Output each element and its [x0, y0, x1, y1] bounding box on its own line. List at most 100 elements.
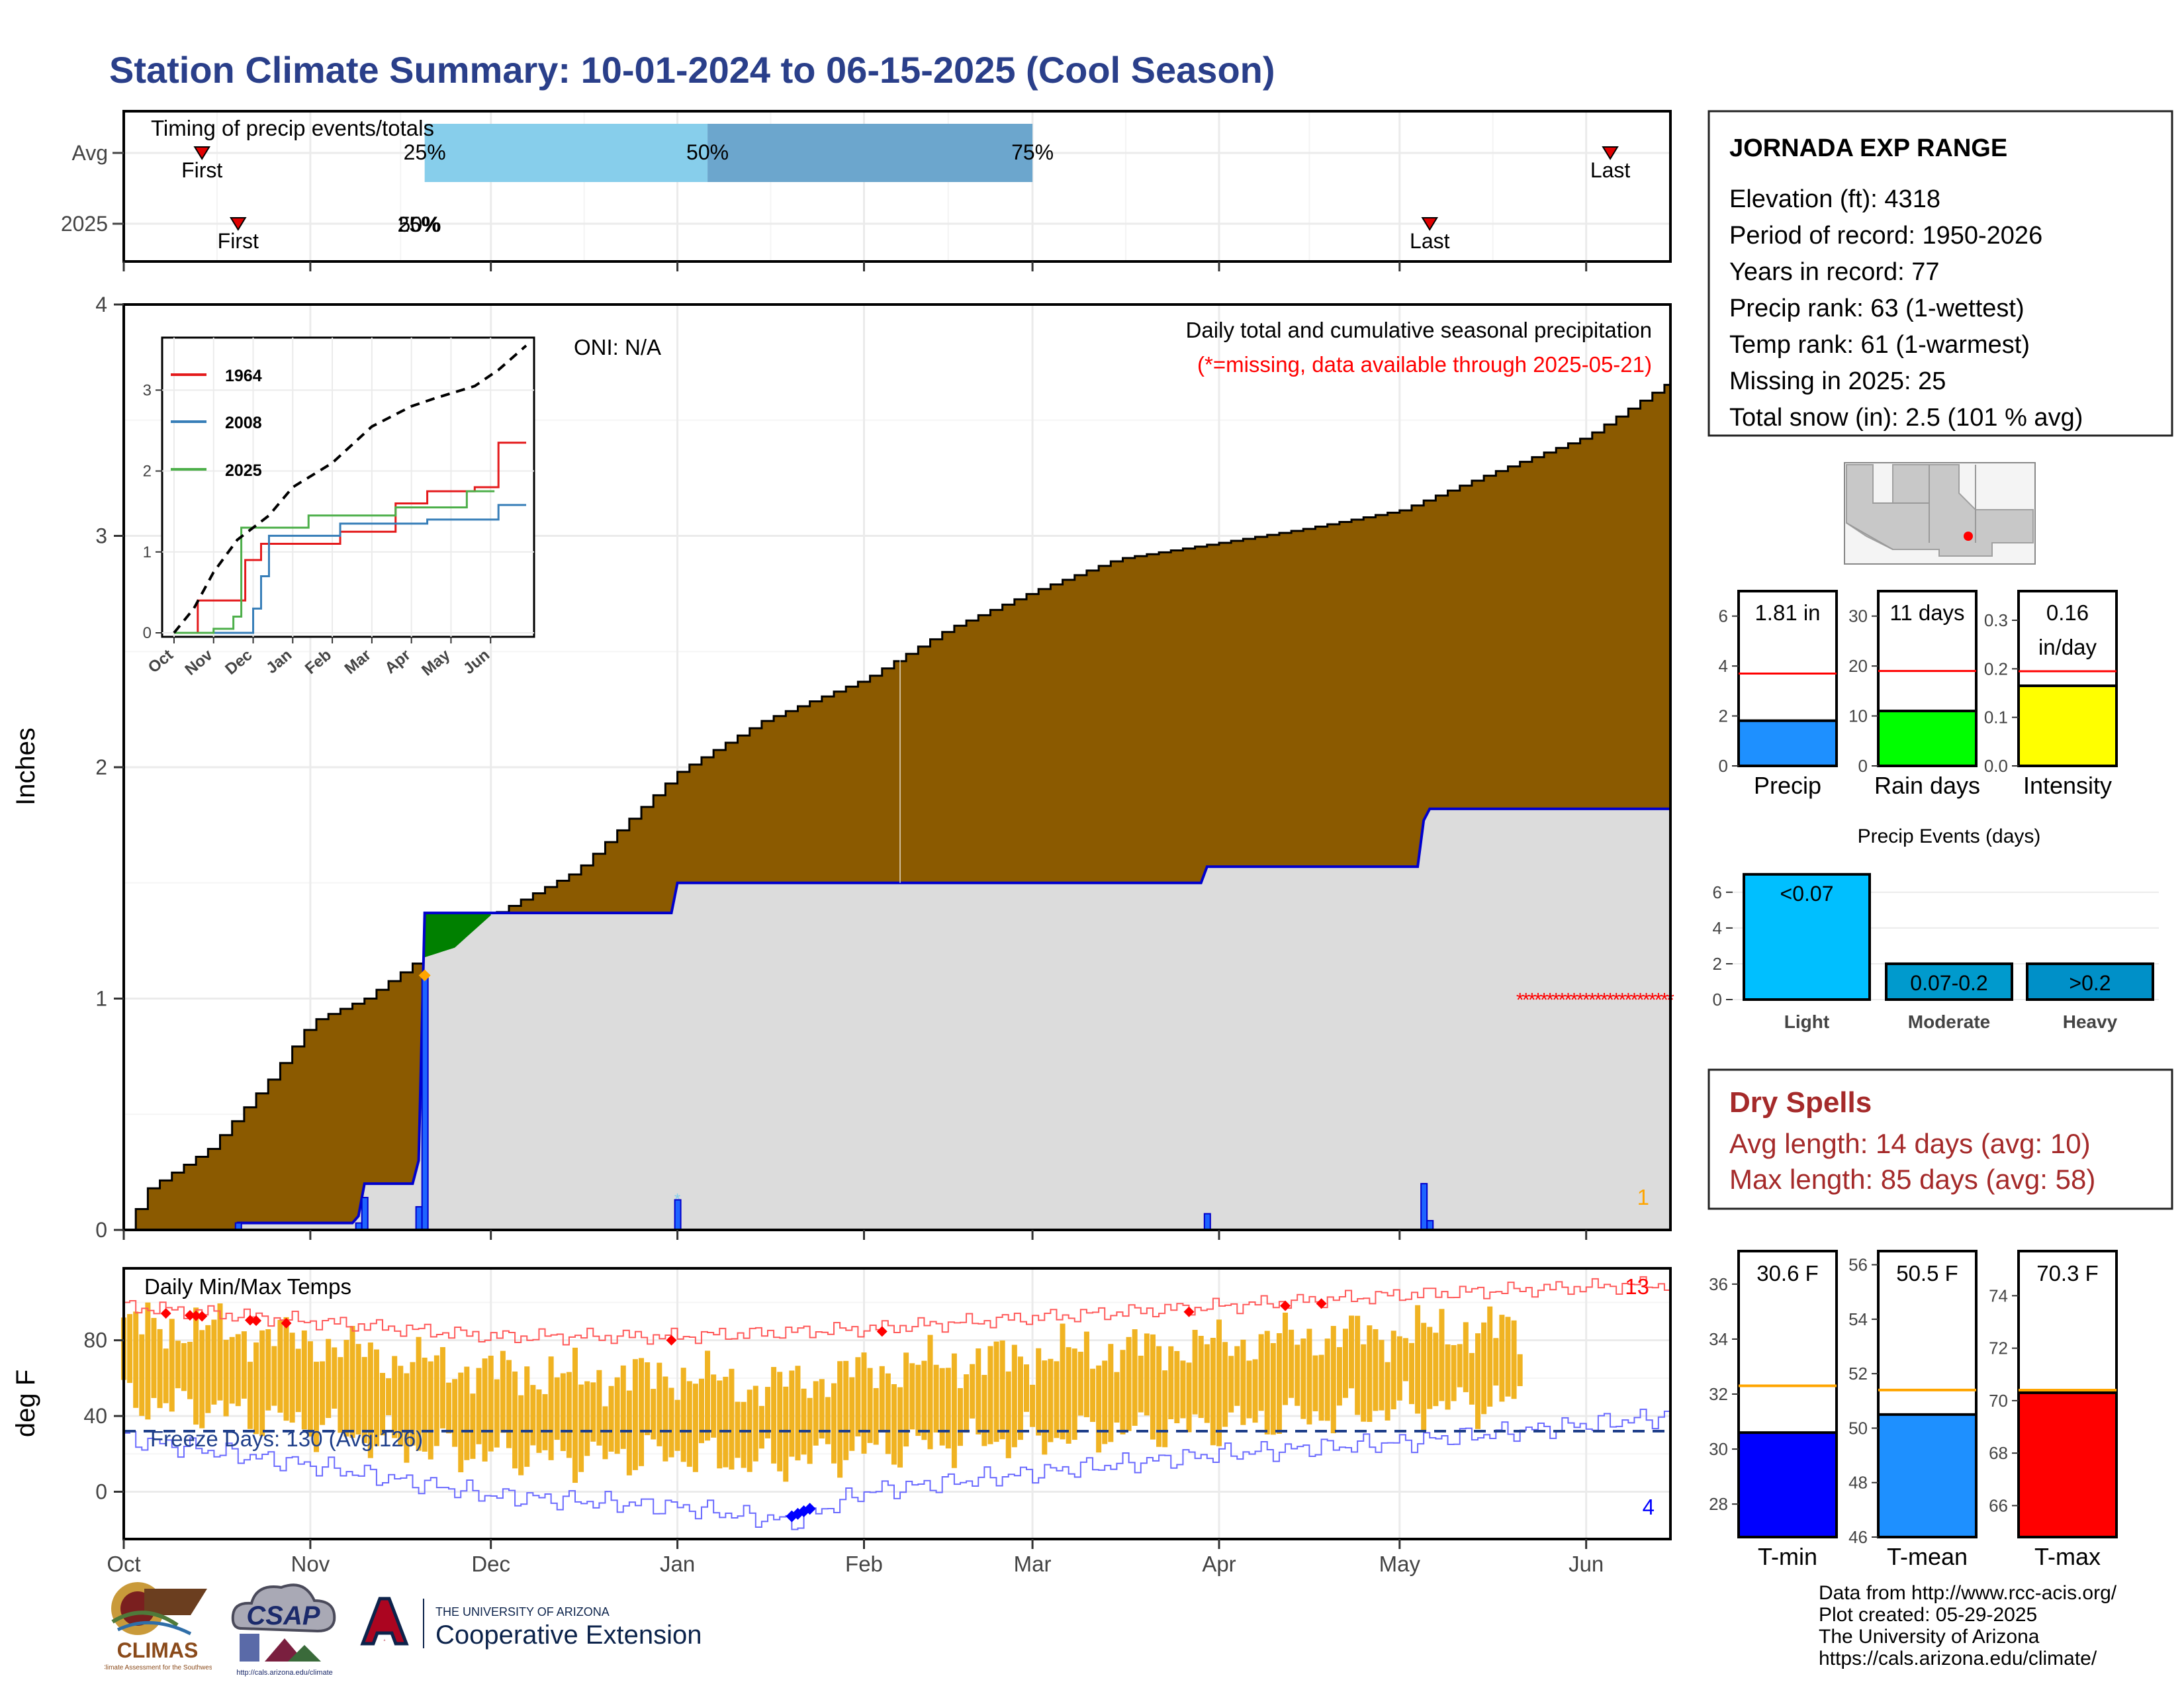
- temp-bar: [1475, 1333, 1481, 1429]
- inset-line-1964: [173, 442, 527, 634]
- temp-bar: [1427, 1327, 1433, 1409]
- gauge-tick-label: 0.0: [1984, 756, 2008, 776]
- precip-events-x-labels: Light Moderate Heavy: [1784, 1011, 2118, 1032]
- temp-bar: [482, 1358, 488, 1462]
- temp-bar: [1024, 1364, 1030, 1412]
- inset-lines: [173, 344, 527, 634]
- temp-bar: [1114, 1372, 1120, 1423]
- temp-bar: [1060, 1323, 1066, 1440]
- temp-bar: [349, 1325, 355, 1438]
- temp-bar: [1102, 1360, 1108, 1444]
- temp-bar: [392, 1356, 398, 1438]
- precip-y-tick-label: 3: [95, 524, 107, 548]
- temp-bar: [133, 1311, 139, 1408]
- temp-top-count: 13: [1625, 1274, 1649, 1299]
- avg-75-label: 75%: [1011, 140, 1054, 164]
- temp-bar: [307, 1341, 313, 1437]
- temp-bar: [668, 1387, 674, 1458]
- precip-y-tick-label: 2: [95, 755, 107, 779]
- temp-bar: [717, 1380, 723, 1469]
- temp-bar: [433, 1355, 439, 1446]
- temp-bar: [970, 1364, 976, 1419]
- temp-x-tick-label: Feb: [845, 1552, 883, 1576]
- gauge-t-mean: 46 48 50 52 54 56 50.5 F T-mean: [1848, 1250, 1978, 1570]
- y2025-first-marker: First: [218, 217, 259, 253]
- missing-markers: **************************: [1516, 990, 1674, 1011]
- temp-bar: [1451, 1344, 1457, 1401]
- record-markers: [160, 1298, 1327, 1523]
- temp-bar: [951, 1353, 957, 1468]
- temp-bar: [885, 1373, 891, 1454]
- temp-bar: [1258, 1334, 1264, 1411]
- timing-label: Timing of precip events/totals: [151, 116, 434, 140]
- gauge-label: Precip: [1754, 772, 1821, 799]
- temp-bar: [422, 1357, 428, 1452]
- surplus-area: [424, 913, 491, 958]
- temp-bar: [494, 1379, 500, 1448]
- record-low-marker: [803, 1503, 816, 1515]
- temp-bar: [235, 1334, 241, 1407]
- missing-day-marker: *: [1516, 990, 1524, 1011]
- avg-last-marker: Last: [1590, 146, 1630, 182]
- gauge-tick-label: 20: [1848, 656, 1868, 676]
- record-high-marker: [251, 1315, 262, 1327]
- temp-bar: [729, 1368, 735, 1470]
- temp-x-tick-label: Oct: [107, 1552, 140, 1576]
- missing-day-marker: *: [1618, 990, 1626, 1011]
- temp-x-tick-label: May: [1379, 1552, 1421, 1576]
- temp-bar: [145, 1302, 151, 1420]
- temp-bar: [639, 1358, 645, 1466]
- temp-bar: [217, 1303, 223, 1401]
- dry-spells-box: Dry Spells Avg length: 14 days (avg: 10)…: [1707, 1068, 2173, 1210]
- temp-bar: [464, 1366, 470, 1460]
- station-line-1: Period of record: 1950-2026: [1729, 222, 2042, 250]
- temp-bar: [614, 1377, 620, 1454]
- legend-2008: 2008: [225, 414, 262, 432]
- gauge-value-text-2: in/day: [2038, 635, 2097, 659]
- temp-bar: [711, 1374, 717, 1438]
- gauge-tick-label: 30: [1709, 1439, 1728, 1459]
- missing-day-marker: *: [1588, 990, 1596, 1011]
- temp-bar: [1295, 1344, 1300, 1406]
- temp-bar: [1096, 1365, 1102, 1453]
- temp-bar: [572, 1347, 578, 1483]
- missing-day-marker: *: [1606, 990, 1614, 1011]
- temp-bar: [1162, 1370, 1168, 1448]
- missing-day-marker: *: [1540, 990, 1548, 1011]
- precip-caption: Daily total and cumulative seasonal prec…: [1186, 318, 1652, 342]
- obs-cumulative-line: [124, 807, 1670, 1231]
- missing-day-marker: *: [1594, 990, 1602, 1011]
- gauge-tick-label: 28: [1709, 1494, 1728, 1514]
- pe-tick-label: 4: [1713, 918, 1722, 938]
- inset-line-2008: [173, 504, 527, 634]
- temp-bar: [157, 1329, 163, 1409]
- avg-first-marker: First: [181, 146, 222, 182]
- temp-bar: [1071, 1348, 1077, 1440]
- temp-ylabel: deg F: [11, 1370, 40, 1437]
- missing-day-marker: *: [1637, 990, 1645, 1011]
- temp-bar: [338, 1357, 343, 1433]
- inset-y-tick-label: 3: [143, 381, 152, 399]
- gauge-tick-label: 74: [1989, 1286, 2008, 1305]
- gauge-tick-label: 0.3: [1984, 610, 2008, 630]
- temp-x-tick-label: Apr: [1202, 1552, 1236, 1576]
- legend-1964: 1964: [225, 367, 262, 385]
- inset-y-tick-label: 1: [143, 543, 152, 561]
- temp-bar: [1252, 1359, 1258, 1423]
- temp-bar: [1402, 1338, 1408, 1382]
- temp-bar: [1036, 1348, 1042, 1436]
- temp-bar: [861, 1352, 867, 1454]
- temp-bar: [1505, 1317, 1511, 1397]
- gauge-value-bar: [2017, 684, 2118, 767]
- record-high-line: [124, 1276, 1671, 1346]
- temp-bar: [1493, 1338, 1499, 1386]
- timing-row-avg: Avg: [71, 141, 108, 165]
- gauge-label: T-mean: [1887, 1543, 1968, 1570]
- temp-bar: [1499, 1315, 1505, 1402]
- temp-x-tick-label: Jun: [1569, 1552, 1604, 1576]
- pe-bar-label: 0.07-0.2: [1910, 971, 1987, 995]
- gauge-tick-label: 6: [1719, 606, 1728, 626]
- temp-bar: [265, 1329, 271, 1411]
- gauge-tick-label: 70: [1989, 1391, 2008, 1411]
